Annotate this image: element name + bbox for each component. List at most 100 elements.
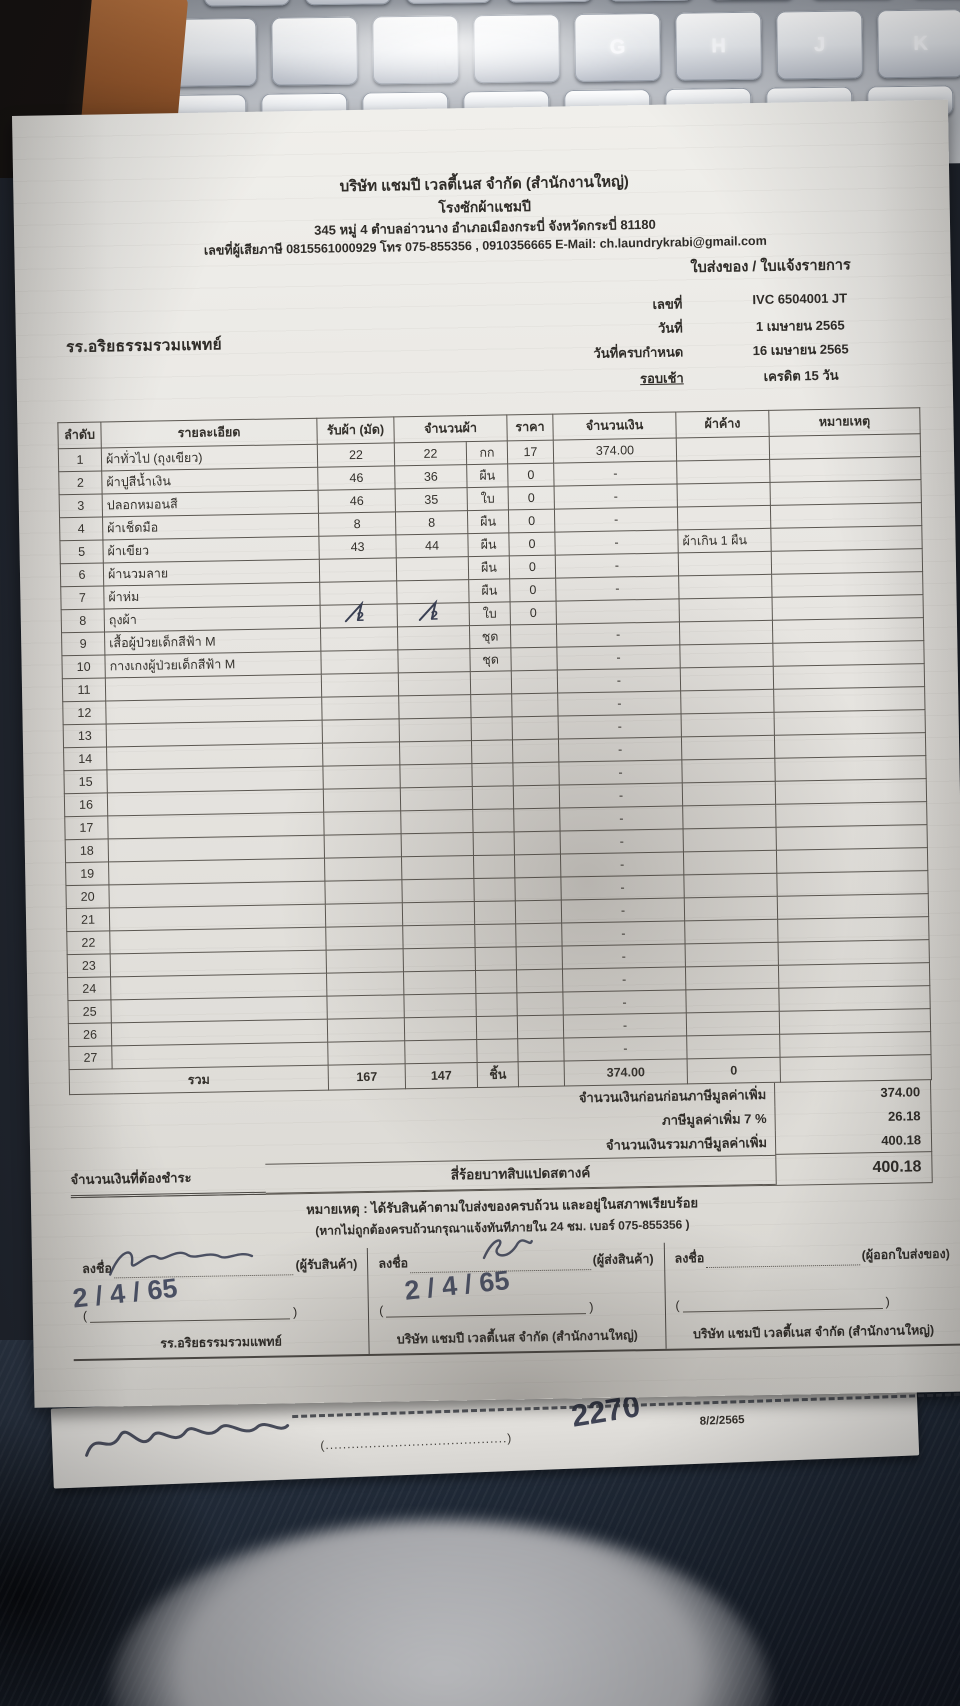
total-received: 167 (328, 1063, 406, 1090)
total-unit: ชิ้น (477, 1061, 519, 1088)
cell-index: 18 (65, 838, 109, 863)
invoice-date-value: 1 เมษายน 2565 (755, 317, 845, 334)
cell-amount: - (558, 713, 682, 739)
cell-index: 26 (68, 1022, 112, 1047)
handwritten-signature (483, 1238, 534, 1259)
customer-name: รร.อริยธรรมรวมแพทย์ (65, 336, 223, 356)
cell-price (512, 715, 559, 740)
cell-received: 22 (317, 442, 395, 467)
keyboard-key (203, 0, 291, 7)
cell-amount: - (559, 782, 683, 808)
cell-remark (769, 456, 921, 483)
total-pending: 0 (687, 1056, 781, 1084)
cell-received (323, 787, 401, 812)
cell-index: 4 (59, 516, 103, 541)
cell-quantity (401, 878, 475, 903)
document-content: บริษัท แชมปี เวลตี้เนส จำกัด (สำนักงานให… (13, 166, 960, 1362)
cell-amount: - (558, 736, 682, 762)
date-stamp: 8/2/2565 (699, 1414, 745, 1428)
cell-price (513, 784, 560, 809)
company-header: บริษัท แชมปี เวลตี้เนส จำกัด (สำนักงานให… (53, 166, 916, 263)
cell-unit: ชุด (469, 647, 512, 672)
cell-pending (679, 643, 774, 668)
cell-pending (678, 551, 772, 576)
cell-pending: ผ้าเกิน 1 ผืน (677, 528, 772, 553)
keyboard-key (607, 0, 695, 2)
due-date-row: วันที่ครบกำหนด 16 เมษายน 2565 (448, 337, 918, 366)
cell-quantity (397, 648, 471, 673)
invoice-table: ลำดับ รายละเอียด รับผ้า (มัด) จำนวนผ้า ร… (57, 407, 932, 1095)
paren-open: ( (675, 1298, 680, 1313)
cell-unit (470, 693, 513, 718)
cell-quantity (400, 786, 473, 811)
cell-amount: - (560, 874, 685, 900)
before-vat-value: 374.00 (773, 1079, 932, 1107)
keyboard-key-h: H (675, 11, 763, 81)
cell-unit (473, 877, 516, 902)
cell-amount: - (561, 897, 685, 923)
col-header-price: ราคา (506, 413, 554, 441)
signature-parenthesis: ( ) (675, 1294, 950, 1313)
cell-pending (686, 1033, 781, 1059)
col-header-index: ลำดับ (57, 421, 102, 449)
cell-remark (774, 732, 926, 759)
cell-price: 0 (509, 577, 557, 602)
cell-remark (778, 985, 931, 1011)
cell-pending (683, 850, 777, 875)
cell-price (515, 899, 562, 924)
cell-remark (777, 916, 930, 943)
total-price-empty (518, 1060, 565, 1087)
cell-pending (685, 942, 779, 967)
cell-remark (775, 801, 928, 828)
amount-due-value: 400.18 (775, 1151, 933, 1185)
cell-quantity (400, 809, 474, 834)
cell-index: 5 (59, 539, 104, 564)
cell-unit: ผืน (466, 463, 509, 488)
keyboard-key (271, 16, 359, 86)
cell-received (325, 902, 403, 927)
cell-unit (474, 900, 516, 925)
cell-pending (683, 827, 777, 852)
cell-price (514, 830, 561, 855)
cell-remark (778, 962, 930, 988)
cell-unit (473, 831, 515, 856)
cell-received: 8 (318, 511, 396, 536)
cell-amount: - (554, 506, 678, 532)
signer-role: (ผู้ส่งสินค้า) (592, 1251, 654, 1267)
handwritten-checkmark: 2 (343, 600, 369, 625)
cell-received (326, 948, 404, 973)
cell-received (324, 833, 402, 858)
cell-received (319, 557, 397, 582)
due-date-value: 16 เมษายน 2565 (752, 341, 849, 358)
cell-pending (684, 896, 778, 921)
cell-index: 16 (64, 792, 108, 817)
cell-quantity (399, 763, 473, 788)
cell-pending (678, 574, 773, 599)
cell-remark (776, 870, 929, 897)
cell-unit (476, 1015, 518, 1040)
cell-index: 27 (68, 1045, 113, 1070)
cell-amount: - (562, 989, 687, 1015)
cell-received (320, 649, 399, 674)
cell-unit (470, 670, 512, 695)
cell-index: 20 (65, 884, 110, 909)
signature-sender: ลงชื่อ (ผู้ส่งสินค้า) 2 / 4 / 65 ( ) บริ… (367, 1238, 666, 1354)
cell-unit (471, 739, 513, 764)
cell-remark (772, 640, 925, 667)
cell-unit: ผืน (467, 532, 510, 557)
cell-quantity (399, 717, 472, 742)
cell-unit (471, 716, 513, 741)
cell-remark (769, 433, 921, 460)
signer-role: (ผู้รับสินค้า) (295, 1256, 358, 1272)
cell-quantity: 35 (395, 487, 468, 512)
cell-remark (771, 548, 923, 575)
keyboard-key (304, 0, 392, 6)
cell-price: 0 (508, 485, 555, 510)
sign-line: ลงชื่อ (ผู้ออกใบส่งของ) (674, 1244, 950, 1269)
cell-unit: ใบ (469, 601, 511, 626)
cell-amount: - (556, 621, 680, 647)
cell-amount: - (560, 851, 684, 877)
issuer-organization: บริษัท แชมปี เวลตี้เนส จำกัด (สำนักงานให… (692, 1322, 935, 1342)
cell-remark (770, 502, 922, 529)
